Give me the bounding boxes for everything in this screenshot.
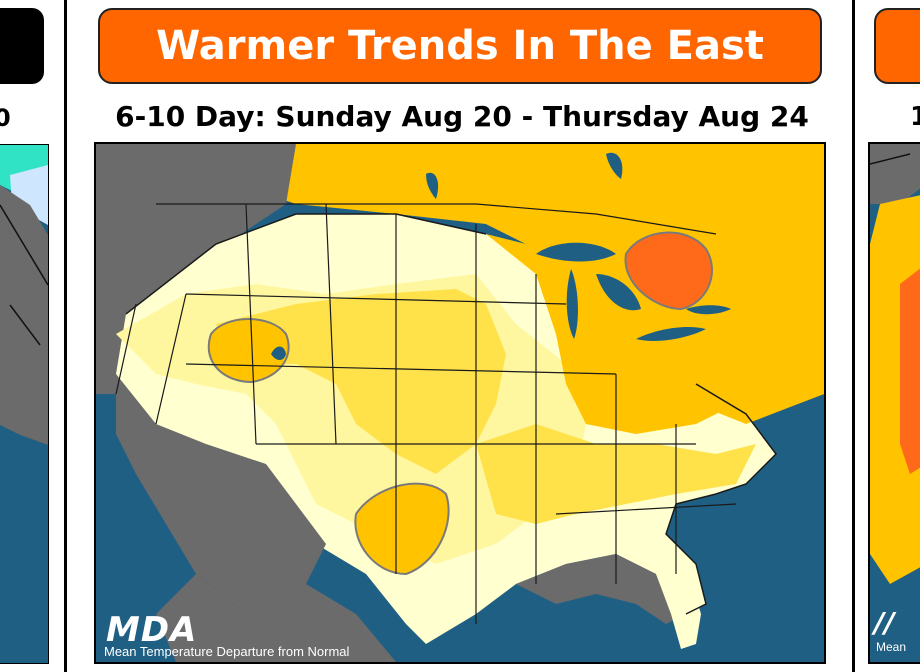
temperature-map: MDA Mean Temperature Departure from Norm… xyxy=(94,142,826,664)
legend-caption: Mean Temperature Departure from Normal xyxy=(104,644,350,659)
lake-superior xyxy=(536,242,616,262)
mexico-gray-region xyxy=(156,574,396,662)
date-range-label: 6-10 Day: Sunday Aug 20 - Thursday Aug 2… xyxy=(115,100,809,133)
texas-gold-blob xyxy=(354,482,450,576)
right-caption-fragment: Mean xyxy=(876,640,907,654)
left-date-fragment: 0 xyxy=(0,104,11,132)
right-panel: 1 // Mean xyxy=(862,0,920,672)
lake-erie xyxy=(636,327,706,341)
lake-ontario xyxy=(686,305,731,315)
right-date-fragment: 1 xyxy=(910,102,920,132)
lake-huron xyxy=(596,274,641,311)
main-panel: Warmer Trends In The East 6-10 Day: Sund… xyxy=(80,0,844,672)
mda-logo: MDA xyxy=(106,610,198,650)
coastline xyxy=(125,213,777,615)
lake-michigan xyxy=(566,269,578,339)
yellow-region xyxy=(216,289,506,474)
left-map-svg xyxy=(0,145,48,663)
ontario-orange-blob xyxy=(624,231,713,311)
divider-right xyxy=(852,0,855,672)
right-map xyxy=(868,142,920,664)
divider-left xyxy=(64,0,67,672)
se-gray-region xyxy=(516,554,686,624)
left-panel: 0 xyxy=(0,0,62,672)
florida xyxy=(656,564,701,649)
great-salt-lake xyxy=(271,346,286,360)
left-map xyxy=(0,144,49,664)
sw-gray-region xyxy=(116,374,326,614)
left-title-pill xyxy=(0,8,44,84)
us-map-svg xyxy=(96,144,824,662)
title-text: Warmer Trends In The East xyxy=(156,23,764,69)
right-mda-logo-fragment: // xyxy=(874,606,895,639)
right-map-svg xyxy=(870,144,920,662)
midwest-gold-region xyxy=(486,234,736,434)
state-borders xyxy=(115,203,737,624)
right-title-pill xyxy=(874,8,920,84)
title-banner: Warmer Trends In The East xyxy=(98,8,822,84)
